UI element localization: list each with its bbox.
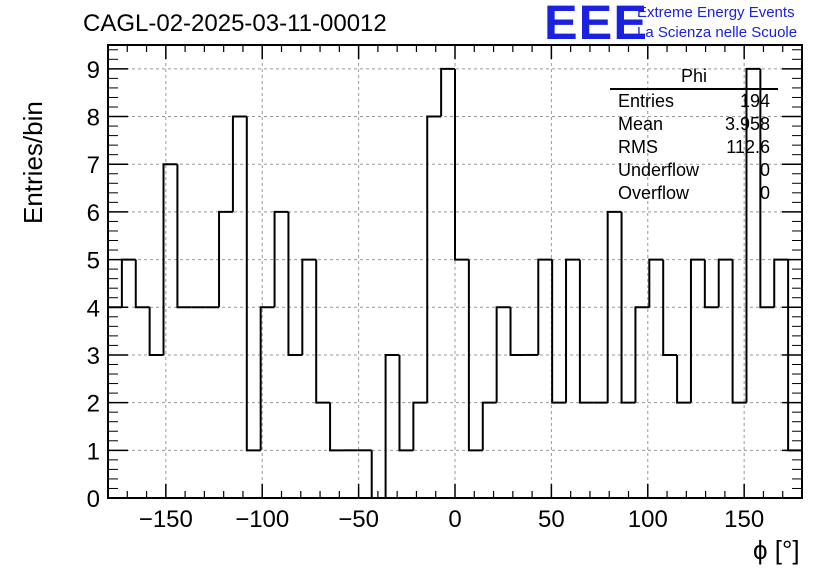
- stats-label: Mean: [618, 114, 664, 134]
- histogram-bin: [162, 163, 178, 355]
- histogram-bin: [773, 258, 789, 308]
- histogram-bin: [565, 258, 580, 403]
- histogram-bin: [412, 401, 428, 451]
- histogram-bin: [120, 258, 136, 308]
- stats-label: RMS: [618, 137, 658, 157]
- histogram-bin: [606, 210, 622, 403]
- stats-box: Phi Entries 194 Mean 3.958 RMS 112.6 Und…: [610, 66, 778, 205]
- histogram-bin: [301, 258, 317, 355]
- histogram-bin: [648, 258, 664, 308]
- x-tick-label: 150: [724, 506, 764, 533]
- histogram-bin: [231, 115, 247, 212]
- histogram-bin: [551, 259, 567, 404]
- x-tick-label: 0: [448, 506, 461, 533]
- y-tick-label: 7: [87, 152, 100, 179]
- histogram-bin: [245, 116, 261, 452]
- histogram-bin: [454, 68, 469, 261]
- histogram-bin: [634, 306, 650, 403]
- tick-labels: −150 −100 −50 0 50 100 150 0 1 2 3 4 5 6 7 8 9: [87, 57, 765, 533]
- stats-label: Entries: [618, 91, 675, 111]
- x-tick-label: −50: [338, 506, 379, 533]
- y-tick-label: 6: [87, 200, 100, 227]
- stats-row-mean: Mean 3.958: [610, 113, 778, 136]
- x-tick-label: 100: [628, 506, 668, 533]
- histogram-bin: [287, 211, 303, 356]
- histogram-bin: [662, 259, 678, 356]
- histogram-bin: [578, 259, 594, 404]
- histogram-bin: [426, 115, 442, 403]
- chart-title: CAGL-02-2025-03-11-00012: [83, 10, 387, 37]
- histogram-bin: [689, 258, 705, 403]
- histogram-bin: [745, 67, 761, 403]
- stats-row-underflow: Underflow 0: [610, 159, 778, 182]
- x-axis-label: ϕ [°]: [753, 535, 800, 565]
- histogram-bin: [148, 307, 164, 356]
- y-tick-label: 0: [87, 486, 100, 513]
- histogram-bin: [703, 259, 719, 309]
- stats-label: Overflow: [618, 183, 690, 203]
- histogram-bin: [259, 306, 275, 451]
- histogram-bin: [717, 258, 733, 308]
- y-tick-label: 4: [87, 295, 100, 322]
- y-tick-label: 1: [87, 438, 100, 465]
- stats-title: Phi: [610, 66, 778, 90]
- histogram-bin: [467, 259, 483, 452]
- histogram-bin: [481, 401, 497, 451]
- histogram-bin: [218, 210, 233, 308]
- histogram-bin: [731, 259, 747, 404]
- brand-line-1: Extreme Energy Events: [637, 4, 795, 21]
- y-tick-label: 3: [87, 343, 100, 370]
- histogram-bin: [384, 353, 400, 498]
- histogram-bars: [107, 67, 803, 499]
- y-tick-label: 9: [87, 57, 100, 84]
- stats-value: 0: [759, 160, 770, 180]
- y-axis-label: Entries/bin: [18, 101, 48, 224]
- x-tick-label: 50: [538, 506, 565, 533]
- histogram-bin: [315, 259, 331, 404]
- histogram-bin: [273, 210, 289, 308]
- histogram-bin: [134, 259, 150, 309]
- brand-line-2: La Scienza nelle Scuole: [637, 24, 798, 41]
- histogram-bin: [329, 402, 344, 452]
- histogram-bin: [620, 211, 636, 404]
- histogram-bin: [759, 68, 775, 309]
- histogram-bin: [495, 306, 511, 403]
- stats-value: 112.6: [726, 137, 770, 157]
- stats-row-rms: RMS 112.6: [610, 136, 778, 159]
- axis-ticks: [108, 45, 802, 499]
- y-tick-label: 5: [87, 248, 100, 275]
- histogram-bin: [398, 354, 414, 452]
- y-tick-label: 2: [87, 391, 100, 418]
- stats-value: 194: [739, 91, 770, 111]
- stats-row-entries: Entries 194: [610, 90, 778, 113]
- stats-label: Underflow: [618, 160, 700, 180]
- stats-row-overflow: Overflow 0: [610, 182, 778, 205]
- histogram-bin: [676, 354, 691, 404]
- y-tick-label: 8: [87, 105, 100, 132]
- x-tick-label: −100: [235, 506, 289, 533]
- histogram-bin: [509, 307, 525, 356]
- stats-value: 0: [759, 183, 770, 203]
- eee-logo: EEE: [544, 0, 648, 50]
- histogram-bin: [537, 258, 553, 355]
- eee-brand: EEE Extreme Energy Events La Scienza nel…: [540, 0, 836, 50]
- x-tick-label: −150: [139, 506, 193, 533]
- histogram-bin: [370, 450, 386, 499]
- stats-value: 3.958: [724, 114, 770, 134]
- histogram-bin: [440, 67, 455, 117]
- histogram-bin: [176, 164, 192, 309]
